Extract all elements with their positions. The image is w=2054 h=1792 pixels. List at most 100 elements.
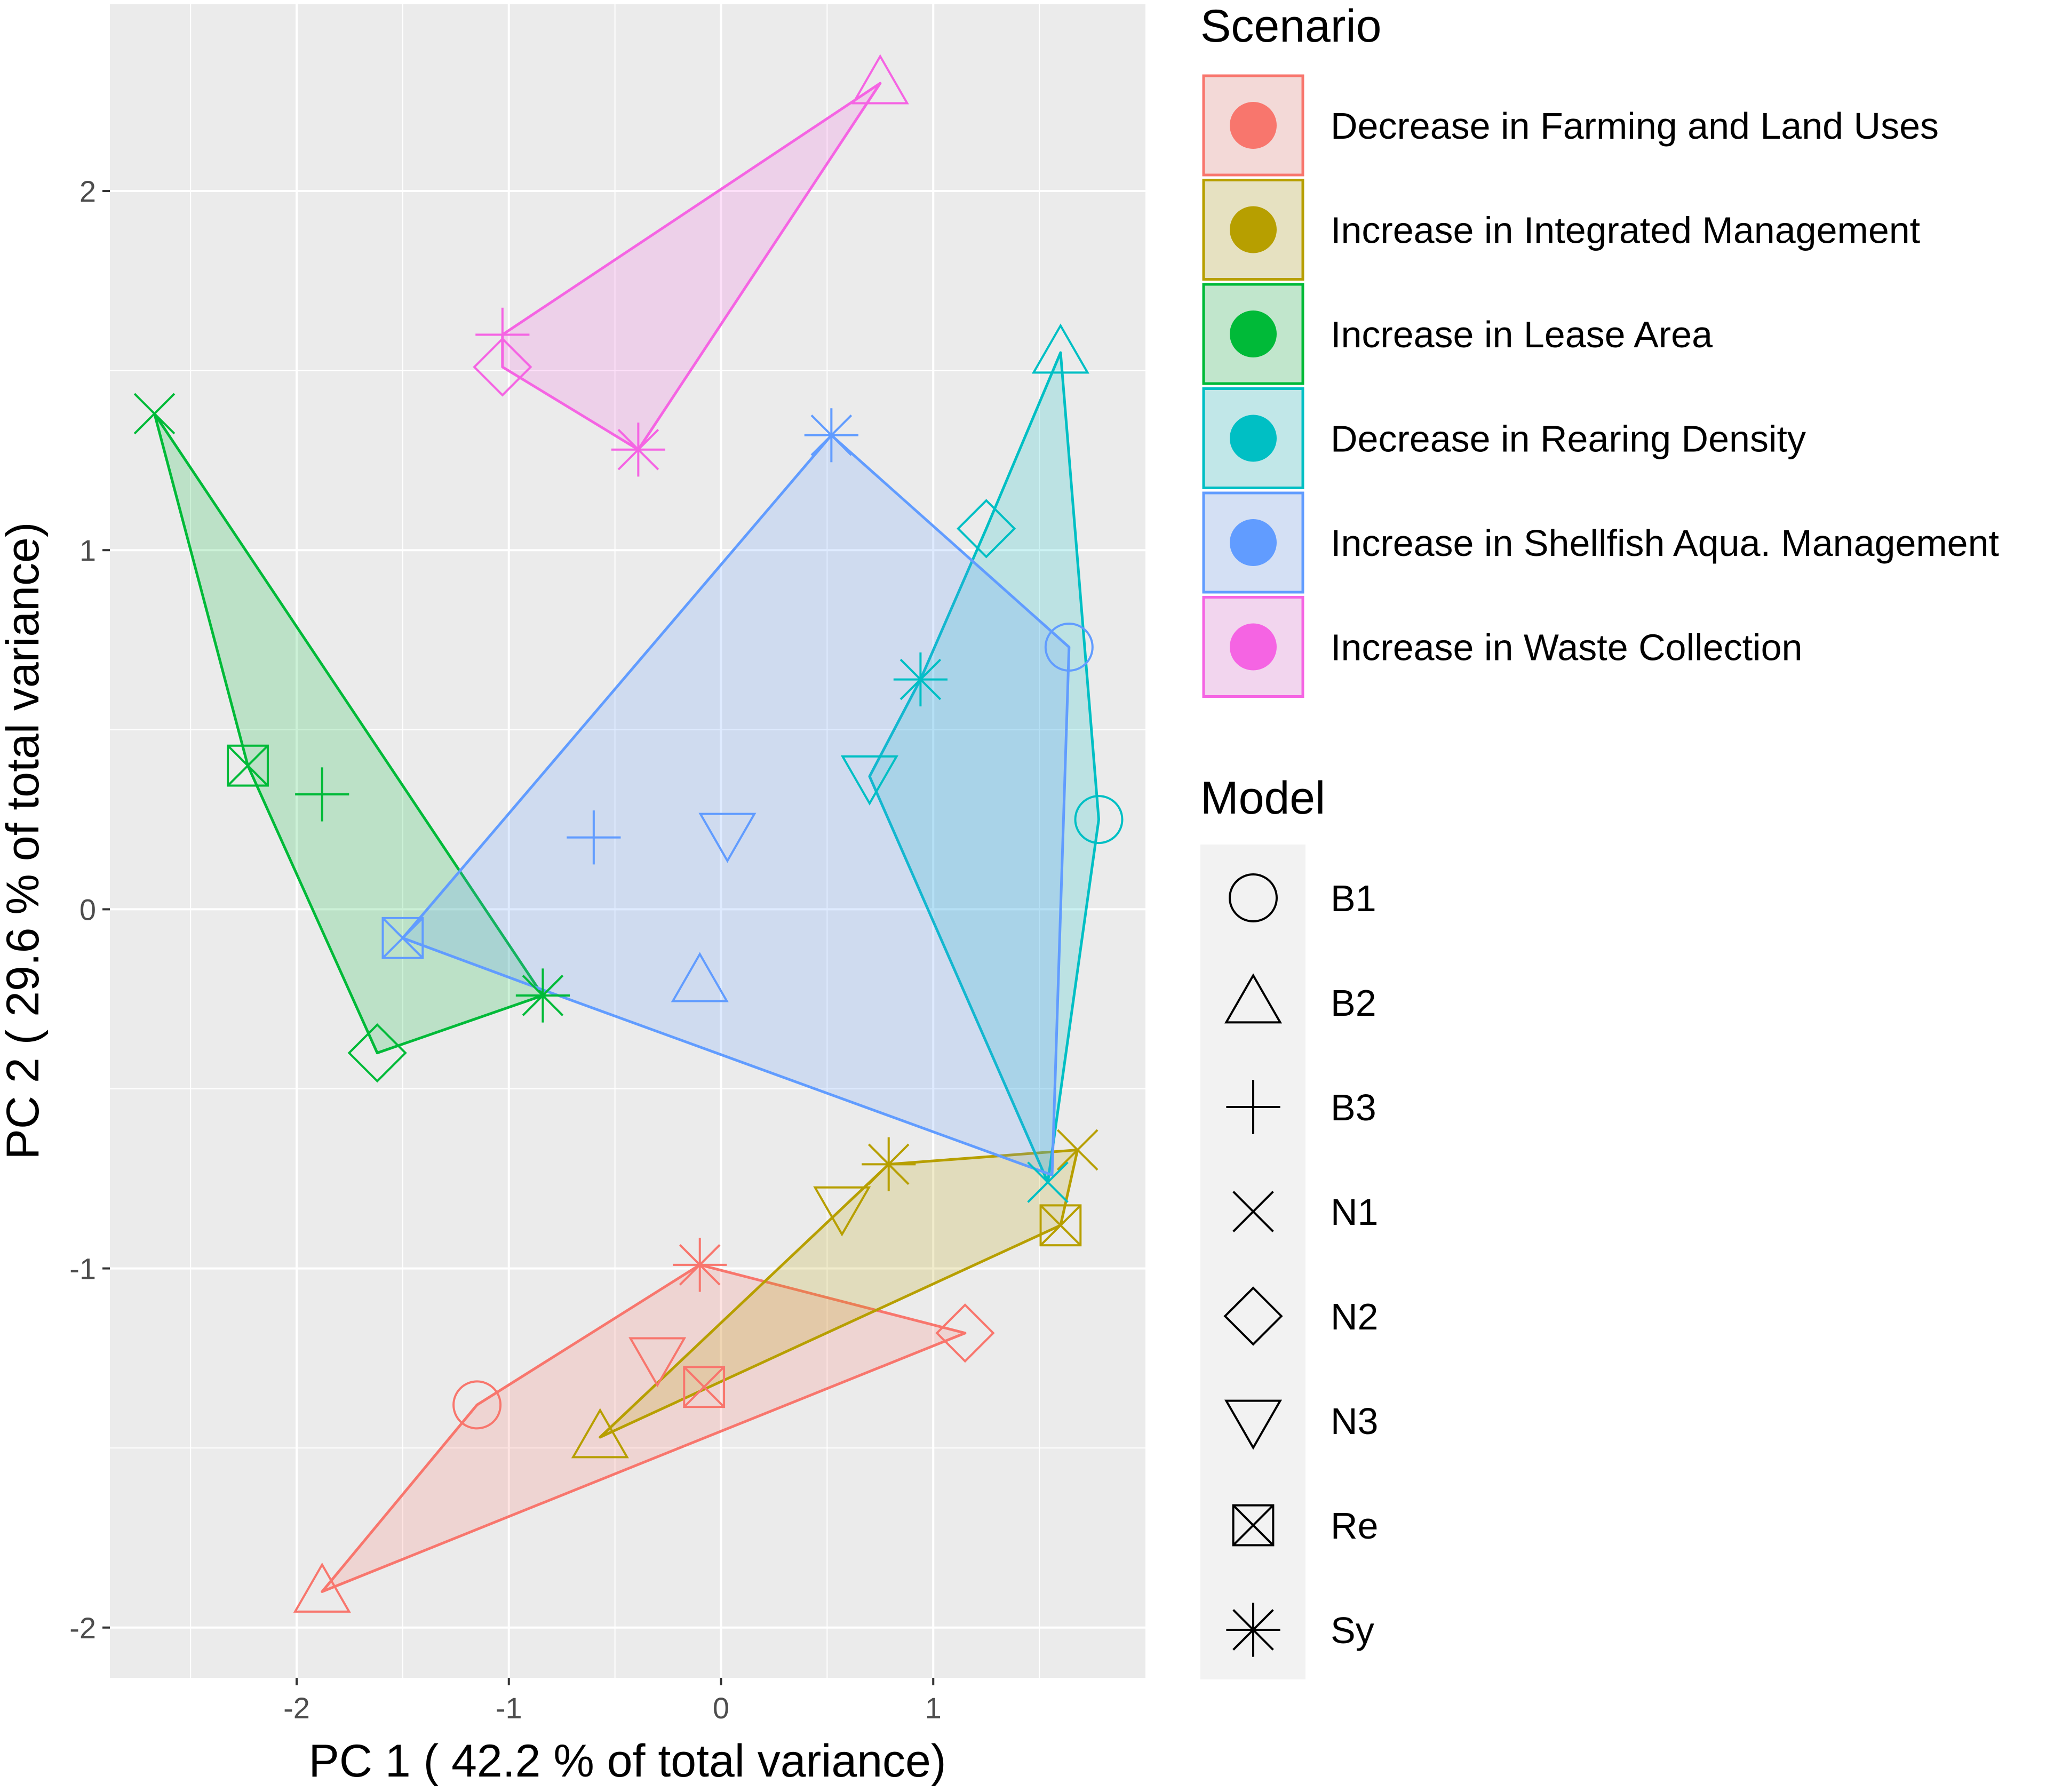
- data-point: [293, 1562, 351, 1613]
- model-legend: B1 B2 B3 N1 N2 N3 Re Sy: [1223, 873, 1378, 1657]
- model-legend-key: [1224, 973, 1283, 1024]
- marker-shape: [628, 1337, 687, 1388]
- marker-shape: [1232, 1191, 1274, 1232]
- model-legend-label: Sy: [1331, 1610, 1374, 1651]
- scenario-hull: [401, 434, 1071, 1177]
- data-point: [671, 952, 729, 1002]
- x-axis-title: PC 1 ( 42.2 % of total variance): [308, 1735, 946, 1787]
- marker-shape: [671, 952, 729, 1002]
- model-legend-key: [1226, 1080, 1280, 1134]
- scenario-legend-label: Increase in Shellfish Aqua. Management: [1331, 522, 1999, 564]
- minor-gridlines: [110, 4, 1145, 1678]
- data-point: [347, 1023, 407, 1083]
- model-legend-title: Model: [1200, 772, 1325, 824]
- model-legend-key: [1224, 1399, 1283, 1450]
- legend-key-dot: [1230, 623, 1277, 671]
- data-point: [295, 767, 349, 822]
- data-point: [673, 1238, 727, 1292]
- marker-shape: [1027, 1161, 1069, 1203]
- marker-shape: [867, 1143, 910, 1185]
- scenario-legend-label: Increase in Integrated Management: [1331, 210, 1920, 251]
- scenario-legend-label: Increase in Waste Collection: [1331, 627, 1802, 668]
- data-point: [1039, 1204, 1082, 1247]
- data-point: [227, 744, 269, 787]
- model-legend-label: B3: [1331, 1087, 1376, 1128]
- scenario-legend-label: Decrease in Farming and Land Uses: [1331, 105, 1939, 147]
- marker-shape: [683, 1366, 726, 1408]
- y-tick-label: 2: [79, 174, 96, 208]
- data-point: [515, 968, 570, 1023]
- marker-shape: [935, 1303, 995, 1363]
- marker-shape: [813, 1186, 871, 1237]
- model-legend-key: [1232, 1191, 1274, 1232]
- marker-shape: [1232, 1609, 1274, 1651]
- data-point: [1031, 323, 1089, 374]
- marker-shape: [473, 337, 532, 397]
- data-point: [804, 408, 858, 463]
- legend-key-dot: [1230, 206, 1277, 253]
- marker-shape: [840, 755, 898, 806]
- y-tick-label: -2: [69, 1611, 96, 1645]
- y-axis-ticks: -2 -1 0 1 2: [69, 174, 110, 1645]
- data-point: [381, 917, 424, 959]
- marker-shape: [227, 745, 269, 786]
- y-tick-label: -1: [69, 1252, 96, 1286]
- scenario-legend-key: [1202, 283, 1304, 385]
- data-point: [1044, 622, 1094, 672]
- data-point: [893, 652, 948, 707]
- marker-shape: [1229, 873, 1278, 922]
- data-point: [571, 1408, 629, 1459]
- scenario-legend-label: Increase in Lease Area: [1331, 314, 1713, 355]
- marker-shape: [1031, 323, 1089, 374]
- marker-shape: [382, 917, 424, 959]
- legend: Scenario Decrease in Farming and Land Us…: [1200, 1, 1999, 1679]
- scenario-hull: [153, 412, 544, 1055]
- marker-shape: [810, 414, 853, 456]
- model-legend-key: [1223, 1286, 1283, 1346]
- data-point: [813, 1186, 871, 1237]
- data-point: [1027, 1161, 1069, 1203]
- major-gridlines: [110, 4, 1145, 1678]
- model-legend-background: [1200, 845, 1305, 1679]
- x-tick-label: -1: [496, 1691, 522, 1725]
- marker-shape: [1224, 973, 1283, 1024]
- legend-key-swatch: [1202, 179, 1304, 281]
- scenario-legend-key: [1202, 387, 1304, 489]
- model-legend-label: B1: [1331, 878, 1376, 919]
- marker-shape: [452, 1380, 502, 1430]
- data-point: [935, 1303, 995, 1363]
- data-point: [862, 1137, 916, 1191]
- model-legend-label: N3: [1331, 1400, 1378, 1442]
- marker-shape: [683, 1366, 725, 1408]
- scenario-legend-key: [1202, 491, 1304, 594]
- scenario-legend-label: Decrease in Rearing Density: [1331, 418, 1806, 460]
- marker-shape: [1074, 795, 1124, 845]
- data-point: [683, 1366, 726, 1408]
- data-point: [567, 810, 621, 865]
- marker-shape: [851, 54, 909, 105]
- model-legend-label: N2: [1331, 1296, 1378, 1337]
- marker-shape: [381, 917, 424, 959]
- model-legend-label: B2: [1331, 982, 1376, 1024]
- marker-shape: [957, 499, 1016, 559]
- marker-shape: [617, 428, 659, 471]
- scenario-legend-key: [1202, 596, 1304, 698]
- model-legend-key: [1232, 1504, 1275, 1547]
- legend-key-dot: [1230, 415, 1277, 462]
- data-point: [1056, 1129, 1098, 1171]
- model-legend-key: [1229, 873, 1278, 922]
- data-point: [611, 423, 665, 477]
- y-tick-label: 1: [79, 533, 96, 567]
- data-point: [473, 337, 532, 397]
- marker-shape: [227, 744, 269, 787]
- scenario-legend-key: [1202, 179, 1304, 281]
- data-point: [1074, 795, 1124, 845]
- legend-key-dot: [1230, 102, 1277, 149]
- legend-key-dot: [1230, 519, 1277, 566]
- marker-shape: [899, 658, 942, 700]
- x-tick-label: 1: [925, 1691, 942, 1725]
- data-point: [840, 755, 898, 806]
- marker-shape: [1056, 1129, 1098, 1171]
- model-legend-label: N1: [1331, 1191, 1378, 1233]
- data-point: [851, 54, 909, 105]
